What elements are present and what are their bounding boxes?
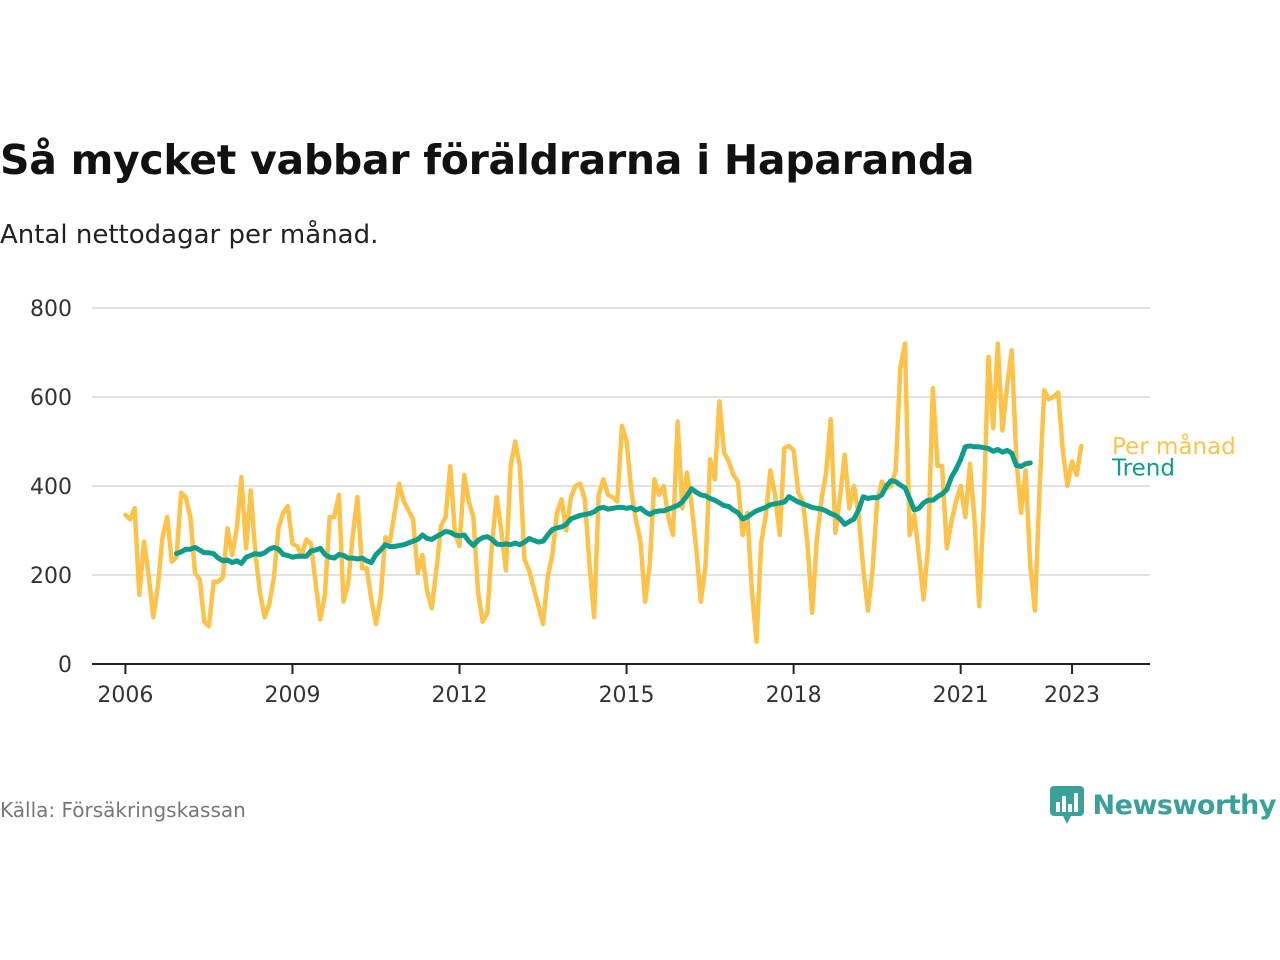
line-chart: 0 200 400 600 800 2006 2009 2012 2015 2018 2021 202… xyxy=(30,297,1236,708)
chart-title: Så mycket vabbar föräldrarna i Haparanda xyxy=(0,136,975,184)
newsworthy-logo: Newsworthy xyxy=(1049,784,1277,826)
series-label-trend: Trend xyxy=(1111,456,1175,482)
y-tick-label-600: 600 xyxy=(30,386,72,411)
y-tick-label-0: 0 xyxy=(58,653,72,678)
y-tick-label-800: 800 xyxy=(30,297,72,322)
y-tick-label-400: 400 xyxy=(30,475,72,500)
series-label-per-manad: Per månad xyxy=(1112,432,1236,460)
x-tick-label-2012: 2012 xyxy=(432,683,488,708)
x-tick-label-2018: 2018 xyxy=(766,683,822,708)
x-tick-label-2023: 2023 xyxy=(1044,683,1100,708)
x-tick-label-2021: 2021 xyxy=(933,683,989,708)
x-tick-label-2009: 2009 xyxy=(264,683,320,708)
source-note: Källa: Försäkringskassan xyxy=(0,798,246,822)
x-tick-label-2006: 2006 xyxy=(97,683,153,708)
newsworthy-logo-icon xyxy=(1049,786,1084,824)
newsworthy-logo-text: Newsworthy xyxy=(1092,789,1277,821)
chart-subtitle: Antal nettodagar per månad. xyxy=(0,220,379,250)
y-tick-label-200: 200 xyxy=(30,564,72,589)
series-line-per-manad xyxy=(123,341,1084,645)
series-line-trend xyxy=(174,443,1033,566)
x-tick-label-2015: 2015 xyxy=(599,683,655,708)
